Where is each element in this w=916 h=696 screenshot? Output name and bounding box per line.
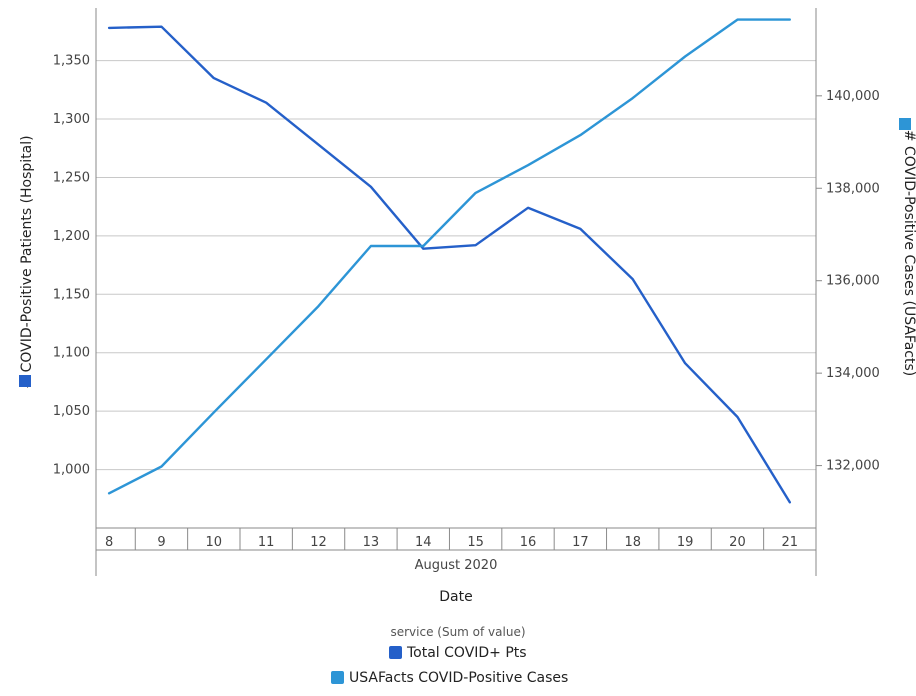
legend-label[interactable]: USAFacts COVID-Positive Cases xyxy=(349,670,568,686)
x-tick-label: 8 xyxy=(105,535,113,550)
x-axis-group-label: August 2020 xyxy=(415,558,498,573)
y-left-tick-label: 1,150 xyxy=(53,287,90,302)
y-left-tick-label: 1,200 xyxy=(53,229,90,244)
x-tick-label: 11 xyxy=(258,535,275,550)
y-right-tick-label: 134,000 xyxy=(826,366,880,381)
y-left-tick-label: 1,350 xyxy=(53,54,90,69)
y-left-tick-label: 1,050 xyxy=(53,404,90,419)
series-line xyxy=(107,18,791,495)
x-axis-ticks: 8 9 10 11 12 13 14 15 16 17 18 19 20 21 xyxy=(105,528,817,550)
series-lines xyxy=(107,18,791,504)
series-line xyxy=(107,25,791,504)
y-right-tick-label: 138,000 xyxy=(826,181,880,196)
y-axis-right-series-swatch xyxy=(899,118,911,130)
x-tick-label: 20 xyxy=(729,535,746,550)
y-axis-right-ticks: 132,000 134,000 136,000 138,000 140,000 xyxy=(816,89,880,474)
legend-swatch[interactable] xyxy=(331,671,344,684)
y-axis-right-title: # COVID-Positive Cases (USAFacts) xyxy=(901,130,916,376)
y-axis-left-series-swatch xyxy=(19,375,31,387)
legend-label[interactable]: Total COVID+ Pts xyxy=(406,645,527,661)
x-tick-label: 14 xyxy=(415,535,432,550)
axes xyxy=(95,8,817,576)
x-tick-label: 9 xyxy=(157,535,165,550)
x-tick-label: 10 xyxy=(206,535,223,550)
y-left-tick-label: 1,250 xyxy=(53,170,90,185)
y-right-tick-label: 140,000 xyxy=(826,89,880,104)
y-axis-left-title: # COVID-Positive Patients (Hospital) xyxy=(19,135,35,388)
x-tick-label: 12 xyxy=(310,535,327,550)
x-tick-label: 17 xyxy=(572,535,589,550)
x-tick-label: 15 xyxy=(467,535,484,550)
y-right-tick-label: 132,000 xyxy=(826,459,880,474)
x-tick-label: 19 xyxy=(677,535,694,550)
x-tick-label: 21 xyxy=(782,535,799,550)
x-tick-label: 13 xyxy=(363,535,380,550)
grid-lines xyxy=(96,60,816,471)
x-tick-label: 16 xyxy=(520,535,537,550)
legend-swatch[interactable] xyxy=(389,646,402,659)
legend: Total COVID+ Pts USAFacts COVID-Positive … xyxy=(331,645,568,686)
legend-title: service (Sum of value) xyxy=(390,625,525,639)
y-axis-left-ticks: 1,000 1,050 1,100 1,150 1,200 1,250 1,300 1,350 xyxy=(53,54,90,478)
x-axis-title: Date xyxy=(439,589,472,605)
y-left-tick-label: 1,000 xyxy=(53,463,90,478)
y-right-tick-label: 136,000 xyxy=(826,274,880,289)
y-left-tick-label: 1,100 xyxy=(53,346,90,361)
y-left-tick-label: 1,300 xyxy=(53,112,90,127)
x-tick-label: 18 xyxy=(624,535,641,550)
